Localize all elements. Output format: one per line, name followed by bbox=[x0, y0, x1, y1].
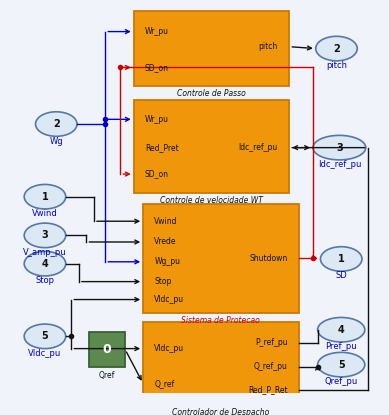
Text: 3: 3 bbox=[336, 143, 343, 153]
Ellipse shape bbox=[24, 223, 66, 248]
Text: Wr_pu: Wr_pu bbox=[145, 115, 169, 124]
Text: VIdc_pu: VIdc_pu bbox=[28, 349, 61, 358]
Text: SD_on: SD_on bbox=[145, 170, 169, 178]
Ellipse shape bbox=[316, 36, 357, 61]
Text: 3: 3 bbox=[42, 230, 48, 240]
Bar bbox=[134, 100, 289, 193]
Text: Shutdown: Shutdown bbox=[249, 254, 287, 263]
Ellipse shape bbox=[24, 324, 66, 349]
Text: Idc_ref_pu: Idc_ref_pu bbox=[318, 160, 361, 169]
Text: Qref_pu: Qref_pu bbox=[324, 377, 358, 386]
Text: Stop: Stop bbox=[154, 277, 172, 286]
Text: 1: 1 bbox=[338, 254, 345, 264]
Text: Q_ref: Q_ref bbox=[154, 379, 175, 388]
Text: P_ref_pu: P_ref_pu bbox=[255, 339, 287, 347]
Text: 1: 1 bbox=[42, 192, 48, 202]
Ellipse shape bbox=[24, 184, 66, 209]
Text: 5: 5 bbox=[42, 331, 48, 341]
Text: 5: 5 bbox=[338, 360, 345, 370]
Ellipse shape bbox=[318, 317, 365, 342]
Text: 2: 2 bbox=[53, 119, 60, 129]
Text: Red_Pret: Red_Pret bbox=[145, 143, 179, 152]
Text: V_amp_pu: V_amp_pu bbox=[23, 248, 67, 257]
Text: VIdc_pu: VIdc_pu bbox=[154, 295, 184, 304]
Text: Red_P_Ret: Red_P_Ret bbox=[248, 386, 287, 395]
Text: Vrede: Vrede bbox=[154, 237, 177, 247]
Ellipse shape bbox=[35, 112, 77, 136]
Text: Controlador de Despacho: Controlador de Despacho bbox=[172, 408, 269, 415]
Text: 0: 0 bbox=[103, 343, 112, 356]
Text: Controle de Passo: Controle de Passo bbox=[177, 89, 245, 98]
Text: pitch: pitch bbox=[326, 61, 347, 70]
Text: 4: 4 bbox=[42, 259, 48, 269]
Text: 2: 2 bbox=[333, 44, 340, 54]
Bar bbox=[143, 204, 299, 313]
Text: pitch: pitch bbox=[259, 42, 278, 51]
Text: Qref: Qref bbox=[99, 371, 116, 379]
Ellipse shape bbox=[24, 251, 66, 276]
Text: Sistema de Protecao: Sistema de Protecao bbox=[181, 316, 260, 325]
Text: SD_on: SD_on bbox=[145, 63, 169, 72]
Bar bbox=[134, 11, 289, 86]
Text: Idc_ref_pu: Idc_ref_pu bbox=[239, 143, 278, 152]
Text: Wg_pu: Wg_pu bbox=[154, 257, 180, 266]
Ellipse shape bbox=[318, 352, 365, 377]
Text: VIdc_pu: VIdc_pu bbox=[154, 344, 184, 353]
Text: Vwind: Vwind bbox=[154, 217, 178, 226]
Text: Vwind: Vwind bbox=[32, 209, 58, 218]
Text: Pref_pu: Pref_pu bbox=[326, 342, 357, 351]
Bar bbox=[143, 322, 299, 405]
Text: Wg: Wg bbox=[49, 137, 63, 146]
Text: 4: 4 bbox=[338, 325, 345, 335]
Ellipse shape bbox=[313, 135, 366, 160]
Text: Controle de velocidade WT: Controle de velocidade WT bbox=[159, 196, 263, 205]
Text: Q_ref_pu: Q_ref_pu bbox=[254, 362, 287, 371]
Ellipse shape bbox=[321, 247, 362, 271]
Text: Wr_pu: Wr_pu bbox=[145, 27, 169, 36]
Text: Stop: Stop bbox=[35, 276, 54, 285]
Text: SD: SD bbox=[335, 271, 347, 281]
Bar bbox=[89, 332, 125, 367]
